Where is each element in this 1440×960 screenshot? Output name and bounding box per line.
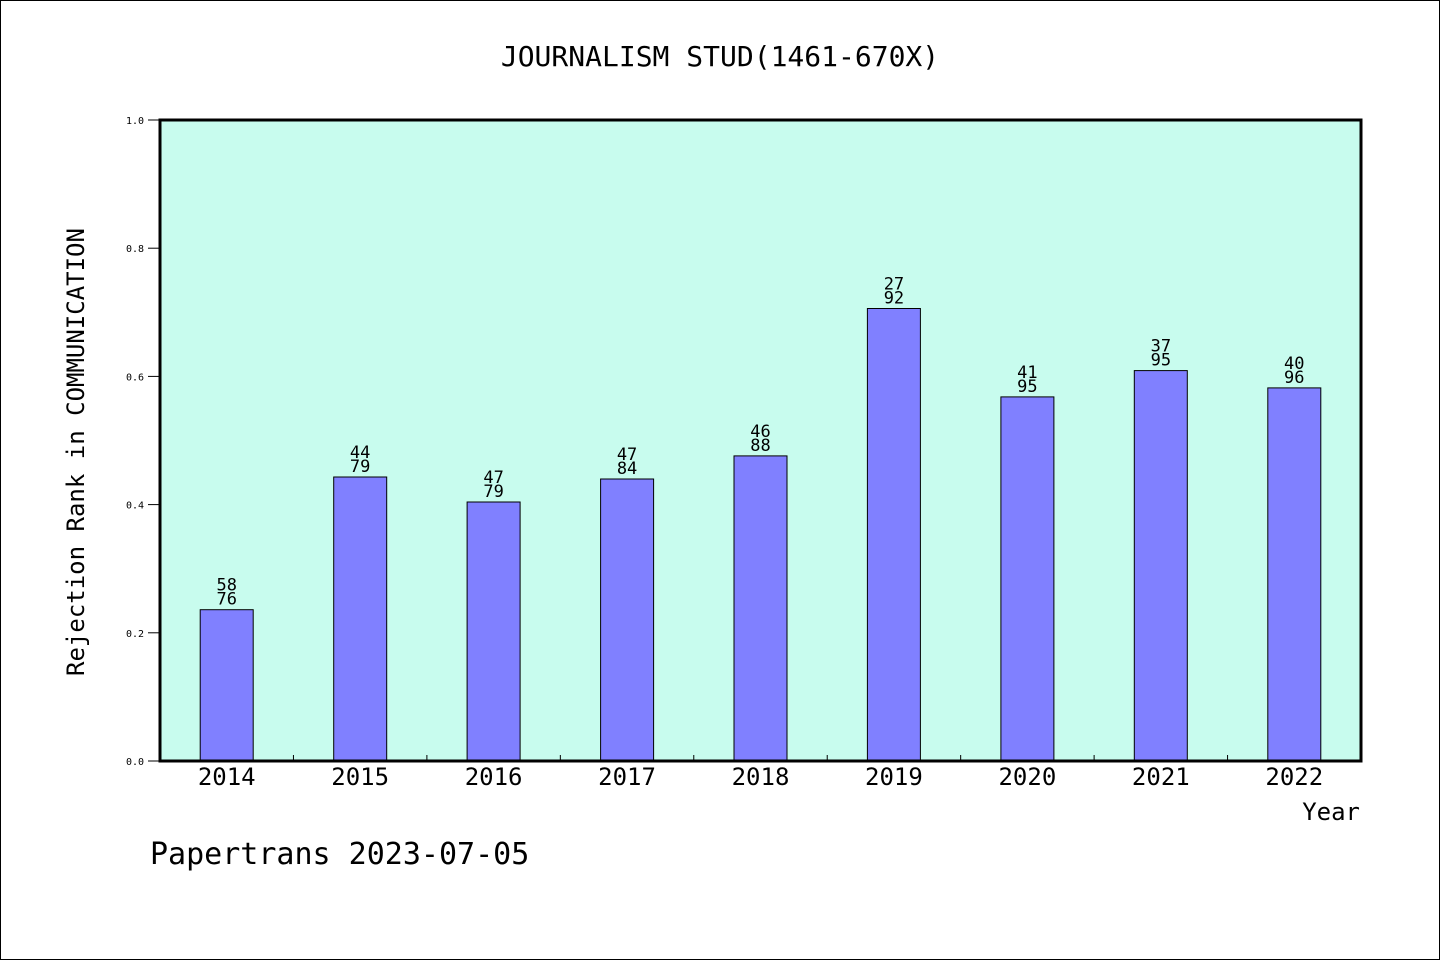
bar-2020	[1000, 396, 1055, 762]
plot-border	[158, 118, 1363, 763]
axis-ticks-group: 2014 2015 2016 2017 2018 2019 2020 2021 2022 0.0 0…	[126, 116, 1323, 791]
y-tick-label: 0.6	[126, 372, 144, 383]
chart-title: JOURNALISM STUD(1461-670X)	[501, 40, 939, 73]
x-tick-label: 2020	[998, 763, 1056, 791]
footer-credit: Papertrans 2023-07-05	[150, 837, 529, 872]
data-label-bottom: 88	[750, 436, 770, 456]
data-label-bottom: 76	[216, 590, 236, 610]
x-tick-label: 2014	[198, 763, 256, 791]
bar-2022	[1267, 387, 1322, 762]
bar-2017	[600, 478, 655, 762]
y-tick-label: 0.8	[126, 244, 144, 255]
data-label-bottom: 79	[483, 482, 503, 502]
data-label-bottom: 95	[1151, 351, 1171, 371]
x-tick-label: 2021	[1132, 763, 1190, 791]
y-axis-label: Rejection Rank in COMMUNICATION	[62, 228, 90, 676]
data-label-bottom: 92	[884, 289, 904, 309]
bar-2021	[1133, 370, 1188, 762]
x-tick-label: 2018	[732, 763, 790, 791]
data-label-top: 41	[1017, 363, 1037, 383]
x-tick-label: 2017	[598, 763, 656, 791]
data-label-top: 37	[1151, 337, 1171, 357]
bar-2019	[866, 308, 921, 762]
bar-2018	[733, 455, 788, 762]
data-label-top: 58	[216, 576, 236, 596]
data-label-top: 40	[1284, 354, 1304, 374]
data-label-top: 44	[350, 443, 370, 463]
data-label-top: 27	[884, 275, 904, 295]
y-tick-label: 0.0	[126, 757, 144, 768]
x-tick-label: 2016	[465, 763, 523, 791]
data-label-top: 46	[750, 422, 770, 442]
data-label-top: 47	[617, 445, 637, 465]
data-label-bottom: 95	[1017, 377, 1037, 397]
data-label-top: 47	[483, 468, 503, 488]
x-tick-label: 2015	[331, 763, 389, 791]
data-label-bottom: 79	[350, 457, 370, 477]
x-tick-label: 2019	[865, 763, 923, 791]
data-label-bottom: 84	[617, 459, 637, 479]
y-tick-label: 0.4	[126, 501, 144, 512]
y-tick-label: 1.0	[126, 116, 144, 127]
bar-2016	[466, 501, 521, 762]
x-axis-label: Year	[1302, 798, 1360, 826]
data-label-bottom: 96	[1284, 368, 1304, 388]
y-tick-label: 0.2	[126, 629, 144, 640]
bar-2015	[333, 476, 388, 762]
bar-2014	[199, 609, 254, 762]
x-tick-label: 2022	[1265, 763, 1323, 791]
